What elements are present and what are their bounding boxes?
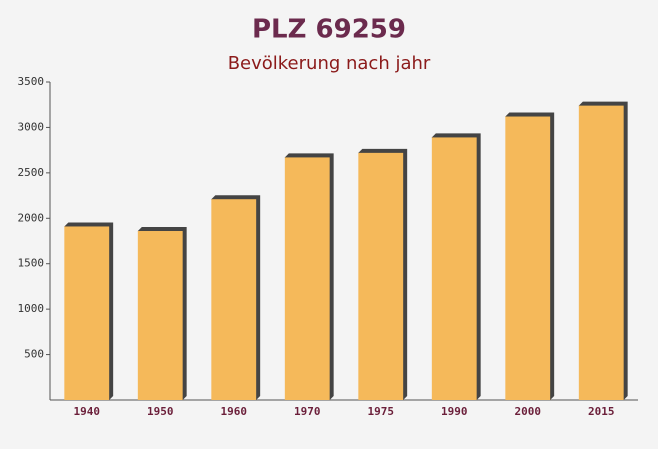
x-tick-label: 1940: [74, 405, 101, 418]
bar: [431, 137, 477, 400]
bar: [64, 226, 110, 400]
x-tick-label: 1975: [368, 405, 395, 418]
y-tick-label: 2500: [18, 166, 45, 179]
x-tick-label: 1950: [147, 405, 174, 418]
x-tick-label: 2000: [515, 405, 542, 418]
y-tick-label: 500: [24, 348, 44, 361]
chart-title: PLZ 69259: [252, 15, 406, 45]
bar: [505, 116, 551, 401]
y-tick-label: 1000: [18, 302, 45, 315]
y-tick-label: 3500: [18, 75, 45, 88]
bar: [578, 105, 624, 400]
bar: [284, 157, 330, 400]
y-tick-label: 3000: [18, 120, 45, 133]
y-tick-label: 1500: [18, 257, 45, 270]
chart-subtitle: Bevölkerung nach jahr: [228, 53, 431, 74]
bar: [358, 152, 404, 400]
x-tick-label: 1990: [441, 405, 468, 418]
x-tick-label: 1970: [294, 405, 321, 418]
x-tick-label: 2015: [588, 405, 615, 418]
bar: [137, 231, 183, 400]
y-tick-label: 2000: [18, 211, 45, 224]
bar: [211, 199, 257, 400]
x-tick-label: 1960: [221, 405, 248, 418]
